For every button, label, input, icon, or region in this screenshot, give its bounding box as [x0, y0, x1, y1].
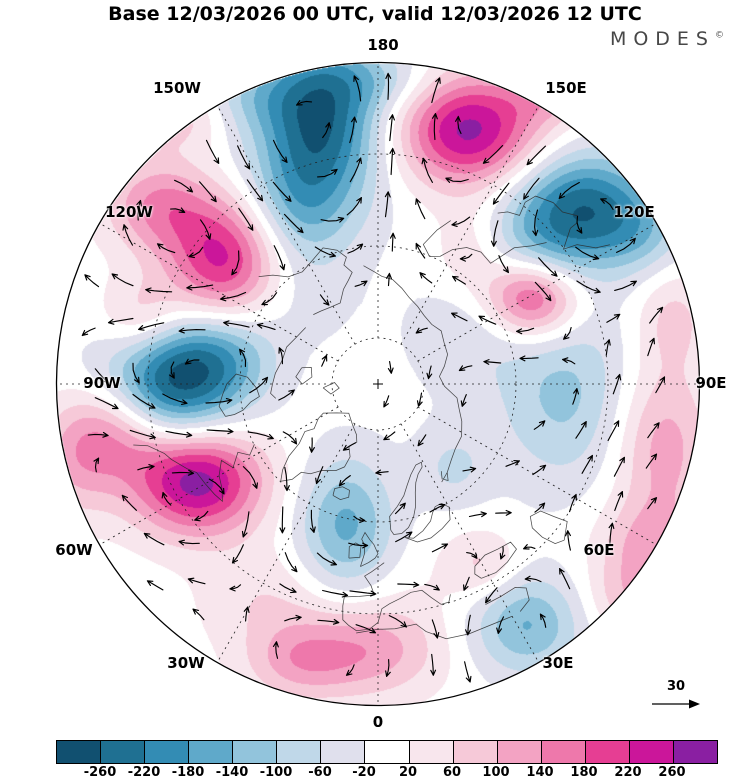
- colorbar-cell-5: [277, 741, 322, 763]
- colorbar-tick-label: 260: [658, 765, 686, 780]
- colorbar: [56, 740, 718, 764]
- colorbar-tick-label: -180: [171, 765, 205, 780]
- colorbar-cell-8: [409, 741, 454, 763]
- longitude-label-30W: 30W: [167, 654, 205, 672]
- colorbar-cell-7: [365, 741, 410, 763]
- colorbar-tick-label: -260: [83, 765, 117, 780]
- longitude-label-150E: 150E: [545, 79, 587, 97]
- colorbar-cell-9: [453, 741, 498, 763]
- colorbar-cell-13: [629, 741, 674, 763]
- longitude-label-180: 180: [367, 36, 399, 54]
- coastlines-layer: [133, 195, 610, 640]
- colorbar-tick-label: 60: [442, 765, 462, 780]
- arrow-scale-label: 30: [666, 679, 686, 694]
- colorbar-cell-10: [497, 741, 542, 763]
- colorbar-tick-label: -20: [352, 765, 376, 780]
- colorbar-tick-label: 180: [570, 765, 598, 780]
- longitude-label-0: 0: [372, 713, 384, 731]
- colorbar-cell-0: [57, 741, 102, 763]
- colorbar-cell-4: [233, 741, 278, 763]
- colorbar-tick-label: -60: [308, 765, 332, 780]
- longitude-label-60W: 60W: [55, 541, 93, 559]
- arrow-scale-arrow-icon: [652, 699, 700, 709]
- colorbar-tick-label: -140: [215, 765, 249, 780]
- longitude-label-120W: 120W: [105, 203, 153, 221]
- longitude-label-30E: 30E: [542, 654, 574, 672]
- colorbar-cell-6: [321, 741, 366, 763]
- colorbar-cell-3: [189, 741, 234, 763]
- longitude-label-90W: 90W: [83, 374, 121, 392]
- map-border-circle: [55, 61, 701, 707]
- longitude-label-150W: 150W: [153, 79, 201, 97]
- colorbar-cell-14: [673, 741, 717, 763]
- colorbar-cell-12: [585, 741, 630, 763]
- colorbar-tick-label: 220: [614, 765, 642, 780]
- wind-arrows-layer: [81, 72, 666, 683]
- colorbar-cell-1: [101, 741, 146, 763]
- colorbar-cell-11: [541, 741, 586, 763]
- longitude-label-120E: 120E: [613, 203, 655, 221]
- colorbar-tick-label: -220: [127, 765, 161, 780]
- colorbar-tick-label: 20: [398, 765, 418, 780]
- colorbar-tick-label: 140: [526, 765, 554, 780]
- graticule: [57, 63, 699, 705]
- colorbar-cell-2: [145, 741, 190, 763]
- longitude-label-90E: 90E: [695, 374, 727, 392]
- colorbar-tick-label: -100: [259, 765, 293, 780]
- colorbar-tick-label: 100: [482, 765, 510, 780]
- longitude-label-60E: 60E: [583, 541, 615, 559]
